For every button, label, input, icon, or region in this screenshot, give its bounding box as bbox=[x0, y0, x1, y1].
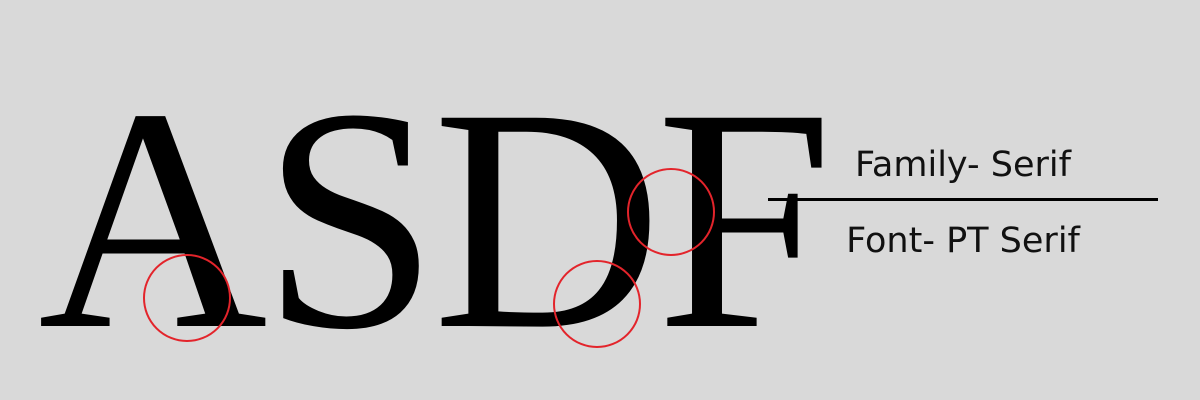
caption-divider bbox=[768, 198, 1158, 201]
font-caption: Font- PT Serif bbox=[846, 221, 1080, 261]
serif-highlight-circle-f-foot bbox=[553, 260, 641, 348]
serif-highlight-circle-f-arm bbox=[627, 168, 715, 256]
family-caption: Family- Serif bbox=[855, 145, 1071, 185]
serif-highlight-circle-a-foot bbox=[143, 254, 231, 342]
